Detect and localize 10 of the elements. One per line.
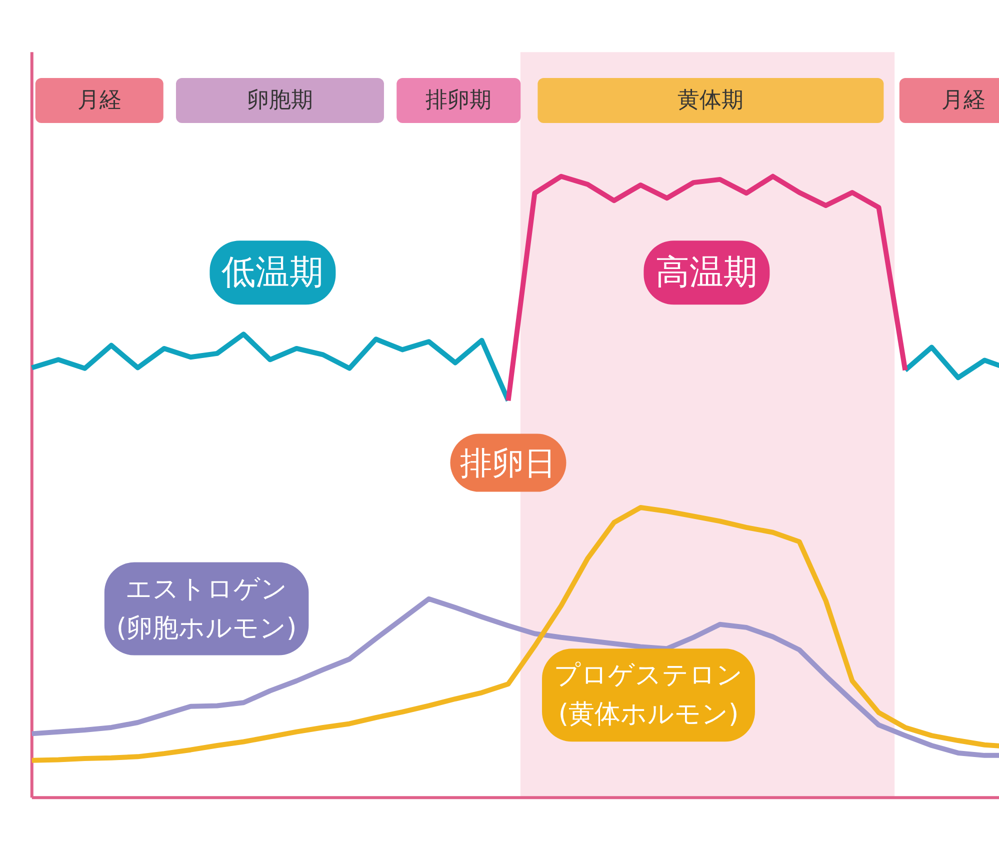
series-label: 低温期 — [222, 252, 324, 293]
series-label: プロゲステロン (黄体ホルモン) — [554, 660, 743, 730]
text: 黄体期 — [678, 88, 744, 114]
text: 卵胞期 — [246, 88, 313, 114]
text: 月経 — [941, 88, 986, 114]
text: 月経 — [77, 88, 122, 114]
series-label: 高温期 — [656, 252, 758, 293]
annotation: 排卵日 — [460, 444, 556, 482]
text: 排卵期 — [426, 88, 492, 114]
series-label: エストロゲン (卵胞ホルモン) — [116, 574, 297, 644]
